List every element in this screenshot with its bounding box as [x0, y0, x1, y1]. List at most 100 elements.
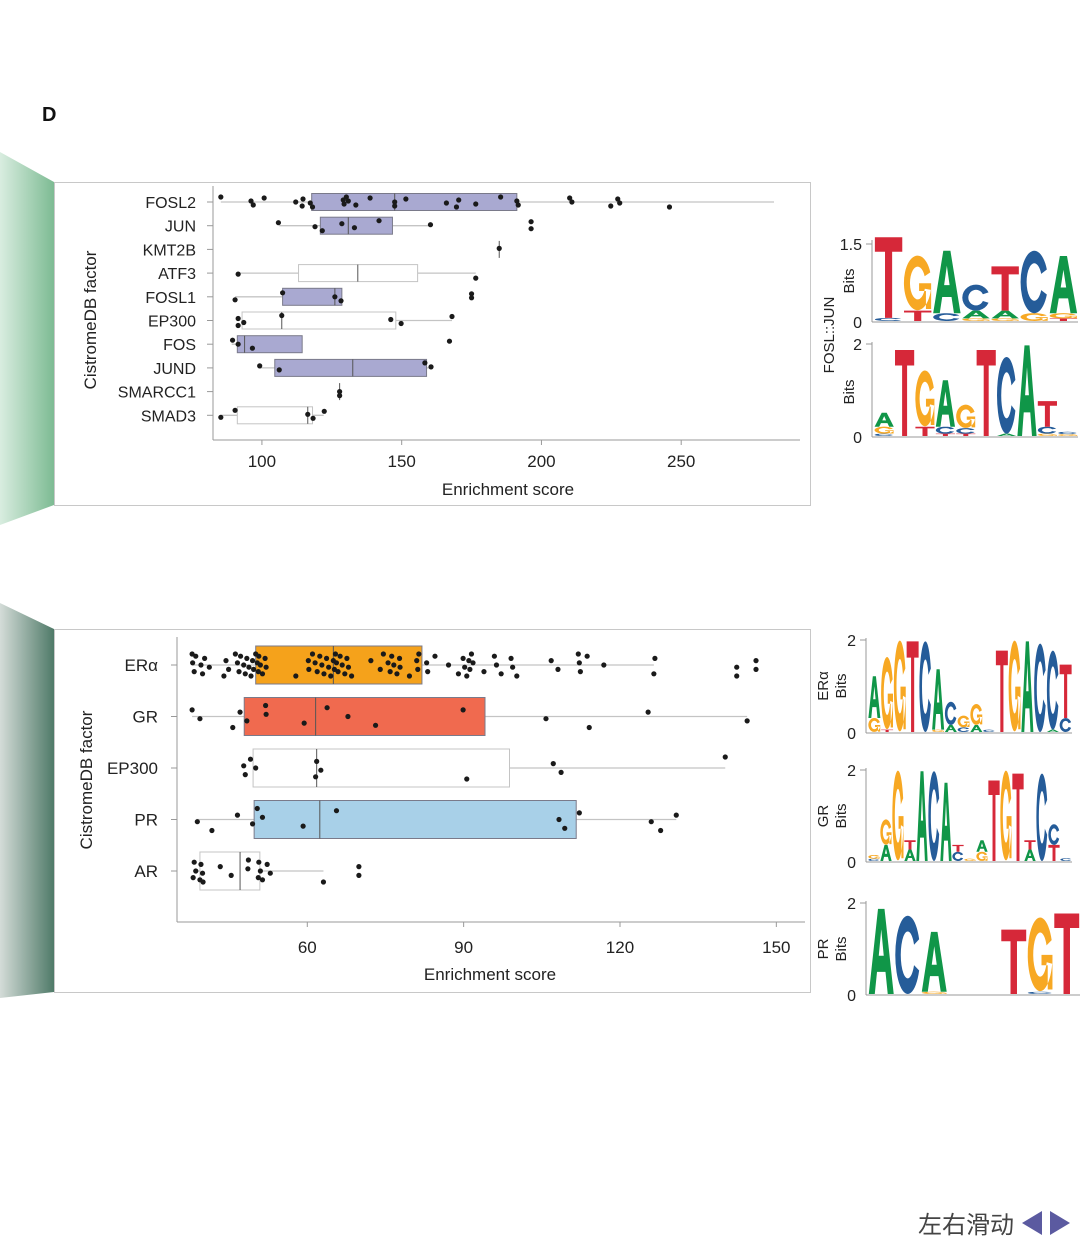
data-point — [202, 655, 208, 662]
bottom-panel-accent — [0, 603, 54, 998]
data-point — [577, 669, 583, 675]
data-point — [193, 653, 199, 659]
box-FOSL1 — [282, 287, 343, 306]
data-point — [550, 761, 556, 767]
data-point — [734, 664, 740, 670]
x-tick-label: 100 — [248, 452, 276, 471]
data-point — [456, 197, 462, 203]
logo-letter-C-shape — [1048, 824, 1060, 845]
logo-letter-C-shape — [1027, 991, 1052, 994]
logo-letter-C-shape — [957, 727, 970, 732]
data-point — [197, 716, 203, 722]
data-point — [569, 199, 575, 205]
logo-letter-A-shape — [868, 676, 881, 719]
x-tick-label: 250 — [667, 452, 695, 471]
data-point — [416, 651, 422, 657]
data-point — [446, 338, 453, 344]
data-point — [199, 671, 206, 677]
data-point — [313, 774, 319, 780]
logo-tick-label: 0 — [847, 988, 856, 1005]
data-point — [380, 651, 386, 657]
data-point — [567, 195, 573, 201]
logo-bits-label: Bits — [833, 673, 850, 698]
data-point — [198, 662, 204, 668]
logo-letter-A-shape — [904, 849, 916, 861]
box-FOS — [236, 335, 303, 354]
data-point — [245, 866, 251, 872]
category-label: KMT2B — [143, 242, 196, 259]
logo-letter-G-shape — [932, 729, 944, 732]
data-point — [191, 669, 197, 675]
arrow-left-icon[interactable] — [1022, 1210, 1042, 1235]
data-point — [651, 671, 657, 677]
data-point — [396, 655, 403, 662]
data-point — [425, 669, 431, 675]
logo-letter-C-shape — [868, 858, 880, 861]
logo-letter-T-shape — [915, 426, 935, 436]
logo-letter-C-shape — [895, 915, 920, 994]
bottom-x-axis-label: Enrichment score — [424, 965, 556, 984]
logo-letter-T-shape — [976, 349, 996, 436]
bottom-boxplot-chart: Enrichment score CistromeDB factor 60 90 1… — [77, 637, 805, 984]
data-point — [301, 720, 307, 726]
data-point — [473, 201, 479, 207]
box-GR — [243, 697, 486, 736]
motif-logo-fosl-jun-1: 0 1.5 Bits — [840, 237, 1078, 332]
data-point — [367, 195, 373, 201]
logo-letter-C-shape — [933, 313, 960, 321]
data-point — [496, 245, 502, 251]
logo-letter-T-shape — [1024, 840, 1036, 850]
data-point — [468, 295, 475, 301]
data-point — [235, 271, 241, 277]
logo-bits-label: Bits — [841, 379, 858, 404]
logo-letter-A-shape — [868, 908, 894, 994]
swipe-hint[interactable]: 左右滑动 — [918, 1205, 1070, 1240]
data-point — [556, 816, 562, 823]
data-point — [345, 713, 351, 720]
data-point — [337, 393, 343, 399]
data-point — [645, 709, 651, 715]
data-point — [376, 218, 382, 224]
logo-letter-G-shape — [903, 255, 932, 311]
logo-letter-C-shape — [1036, 773, 1048, 861]
logo-letter-A-shape — [970, 725, 983, 732]
data-point — [230, 724, 236, 731]
data-point — [250, 202, 256, 208]
x-tick-label: 90 — [454, 938, 473, 957]
data-point — [209, 827, 215, 834]
logo-letter-A-shape — [991, 310, 1019, 319]
logo-letter-G-shape — [892, 770, 904, 861]
data-point — [576, 660, 582, 666]
data-point — [248, 198, 254, 204]
data-point — [223, 658, 229, 664]
data-point — [235, 341, 241, 347]
data-point — [321, 671, 327, 677]
data-point — [249, 345, 256, 351]
data-point — [255, 669, 261, 675]
logo-letter-T-shape — [1059, 664, 1072, 719]
data-point — [432, 653, 438, 659]
data-point — [528, 226, 534, 232]
data-point — [443, 200, 450, 206]
box-JUN — [319, 216, 393, 235]
box-EP300 — [252, 748, 511, 788]
data-point — [324, 705, 330, 711]
data-point — [344, 655, 350, 662]
logo-letter-G-shape — [1000, 770, 1012, 861]
data-point — [241, 763, 247, 769]
logo-letter-G-shape — [991, 318, 1019, 321]
data-point — [280, 290, 286, 296]
data-point — [464, 673, 470, 679]
data-point — [253, 765, 259, 771]
data-point — [658, 827, 664, 834]
arrow-right-icon[interactable] — [1050, 1210, 1070, 1235]
logo-letter-A-shape — [1046, 729, 1059, 732]
data-point — [245, 857, 251, 863]
data-point — [206, 664, 212, 670]
logo-tick-label: 0 — [847, 855, 856, 872]
logo-letter-G-shape — [921, 991, 947, 994]
logo-bits-label: Bits — [833, 936, 850, 961]
logo-letter-G-shape — [964, 858, 976, 861]
data-point — [242, 671, 248, 677]
data-point — [257, 363, 263, 369]
